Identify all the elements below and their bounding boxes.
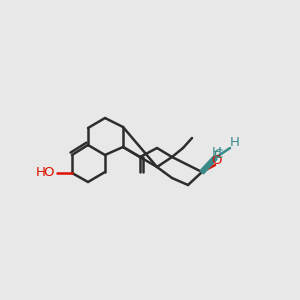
Text: H: H — [230, 136, 240, 149]
Text: O: O — [212, 154, 222, 166]
Text: H: H — [36, 166, 46, 178]
Text: O: O — [44, 167, 54, 179]
Text: C: C — [213, 148, 223, 160]
Text: H: H — [212, 146, 222, 158]
